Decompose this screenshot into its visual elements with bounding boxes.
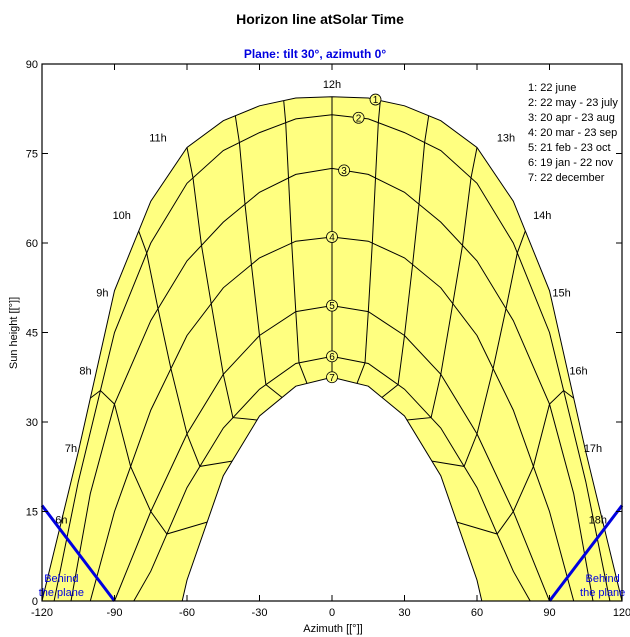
behind-plane-label-right-line1: Behind (586, 573, 620, 585)
plot-area: 12 3 4 5 6 7 Behind the plane Behind the plane 6h 7… (39, 79, 625, 602)
behind-plane-label-left-line1: Behind (44, 573, 78, 585)
y-tick-label: 15 (26, 507, 38, 519)
hour-label-15h: 15h (552, 288, 570, 300)
y-tick-label: 0 (32, 596, 38, 608)
legend: 1: 22 june 2: 22 may - 23 july 3: 20 apr -… (528, 82, 618, 184)
hour-label-17h: 17h (584, 443, 602, 455)
curve-marker-6 (326, 350, 338, 363)
legend-entry-7: 7: 22 december (528, 172, 605, 184)
x-tick-label: 0 (329, 607, 335, 619)
hour-label-10h: 10h (113, 210, 131, 222)
hour-label-7h: 7h (65, 443, 77, 455)
hour-label-8h: 8h (79, 365, 91, 377)
day-curve-2 (53, 114, 611, 602)
behind-plane-line-left (40, 504, 116, 602)
legend-entry-5: 5: 21 feb - 23 oct (528, 142, 611, 154)
curve-marker-label-4: 4 (329, 233, 335, 244)
y-tick-label: 90 (26, 59, 38, 71)
behind-plane-label-right-line2: the plane (580, 587, 625, 599)
x-tick-label: -120 (31, 607, 53, 619)
curve-marker-label-3: 3 (341, 166, 347, 177)
curve-marker-label-6: 6 (329, 352, 335, 363)
day-curve-1 (41, 96, 623, 602)
legend-entry-6: 6: 19 jan - 22 nov (528, 157, 614, 169)
curve-marker-2 (352, 111, 365, 124)
legend-entry-3: 3: 20 apr - 23 aug (528, 112, 615, 124)
x-tick-label: 60 (471, 607, 483, 619)
curve-marker-label-2: 2 (356, 113, 362, 124)
chart-subtitle: Plane: tilt 30°, azimuth 0° (244, 47, 386, 61)
hour-label-12h: 12h (323, 79, 341, 91)
y-tick-label: 75 (26, 149, 38, 161)
curve-marker-4 (326, 231, 338, 243)
x-tick-label: -30 (252, 607, 268, 619)
x-tick-label: 30 (398, 607, 410, 619)
behind-plane-line-right (548, 504, 624, 602)
y-axis-label: Sun height [[°]] (8, 297, 20, 369)
curve-marker-label-1: 1 (373, 95, 379, 106)
hour-label-11h: 11h (149, 133, 167, 145)
curve-marker-3 (338, 164, 350, 177)
hour-label-6h: 6h (55, 514, 67, 526)
hour-label-13h: 13h (497, 133, 515, 145)
x-tick-label: -60 (179, 607, 195, 619)
y-tick-label: 60 (26, 238, 38, 250)
x-tick-label: 120 (613, 607, 630, 619)
x-axis-label: Azimuth [[°]] (303, 623, 362, 635)
hour-label-14h: 14h (533, 210, 551, 222)
y-tick-label: 45 (26, 328, 38, 340)
curve-marker-1 (369, 93, 382, 106)
chart-title: Horizon line atSolar Time (236, 11, 404, 27)
legend-entry-4: 4: 20 mar - 23 sep (528, 127, 617, 139)
x-tick-label: 90 (543, 607, 555, 619)
curve-marker-7 (326, 371, 338, 384)
legend-entry-2: 2: 22 may - 23 july (528, 97, 618, 109)
hour-label-18h: 18h (589, 514, 607, 526)
y-tick-label: 30 (26, 417, 38, 429)
behind-plane-label-left-line2: the plane (39, 587, 84, 599)
x-tick-label: -90 (107, 607, 123, 619)
legend-entry-1: 1: 22 june (528, 82, 576, 94)
hour-label-16h: 16h (569, 365, 587, 377)
curve-marker-label-5: 5 (329, 301, 335, 312)
curve-marker-5 (326, 299, 338, 312)
curve-marker-label-7: 7 (329, 373, 335, 384)
hour-label-9h: 9h (96, 288, 108, 300)
day-curve-3 (70, 167, 594, 602)
